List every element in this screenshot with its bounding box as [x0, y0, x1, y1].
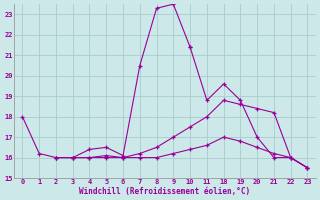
X-axis label: Windchill (Refroidissement éolien,°C): Windchill (Refroidissement éolien,°C) — [79, 187, 251, 196]
